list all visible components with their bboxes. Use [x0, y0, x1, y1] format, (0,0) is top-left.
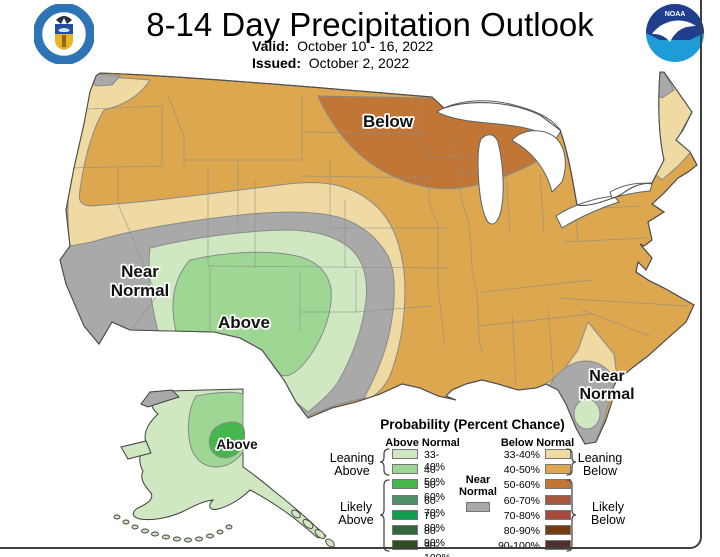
map-label-below: Below — [363, 112, 414, 131]
legend-header-below-normal: Below Normal — [500, 437, 575, 449]
legend-swatch-below-70-80 — [545, 510, 571, 520]
legend-group-leaning-below: Leaning Below — [572, 452, 628, 478]
issued-line: Issued: October 2, 2022 — [252, 55, 433, 72]
lake-erie — [555, 195, 620, 229]
noaa-logo-text: NOAA — [665, 11, 686, 18]
doc-seal-column — [62, 35, 66, 47]
issued-value: October 2, 2022 — [308, 55, 410, 71]
legend-range-label: 90-100% — [424, 540, 451, 557]
legend-braces — [379, 448, 577, 552]
brace-leaning-below — [566, 448, 577, 476]
region-alaska-near-normal-tip — [140, 389, 180, 408]
legend-near-normal-line2: Normal — [459, 486, 497, 498]
lake-michigan — [477, 134, 504, 225]
conus-outline — [59, 71, 698, 445]
legend-range-label: 40-50% — [424, 464, 446, 488]
map-label-near-normal-florida-line1: Near — [589, 368, 625, 385]
legend-group-line: Below — [590, 513, 626, 527]
lake-huron — [511, 130, 566, 193]
legend-range-label: 33-40% — [424, 449, 446, 473]
legend-group-line: Leaning — [329, 451, 375, 465]
noaa-bird-icon — [652, 20, 696, 42]
legend-group-likely-above: Likely Above — [328, 501, 384, 527]
legend-group-likely-below: Likely Below — [580, 501, 636, 527]
legend-swatch-above-60-70 — [392, 495, 418, 505]
region-above-33-40-florida — [573, 398, 601, 430]
brace-leaning-above — [379, 448, 390, 476]
map-label-above-southwest: Above — [218, 313, 270, 332]
legend-swatch-above-90-100 — [392, 540, 418, 550]
valid-line: Valid: October 10 - 16, 2022 — [252, 38, 433, 55]
legend-group-leaning-above: Leaning Above — [324, 452, 380, 478]
aleutian-islands — [113, 514, 233, 543]
map-label-near-normal-west-line2: Normal — [111, 281, 170, 300]
legend-range-label: 40-50% — [503, 464, 540, 476]
legend-header-above-normal: Above Normal — [385, 437, 460, 449]
legend-range-label: 33-40% — [503, 449, 540, 461]
legend-group-line: Above — [338, 513, 374, 527]
legend-range-label: 80-90% — [503, 525, 540, 537]
noaa-logo: NOAA — [646, 4, 704, 62]
legend-swatch-above-50-60 — [392, 479, 418, 489]
legend-swatch-below-33-40 — [545, 449, 571, 459]
legend-range-label: 70-80% — [424, 510, 446, 534]
legend-swatch-above-80-90 — [392, 525, 418, 535]
valid-value: October 10 - 16, 2022 — [297, 38, 434, 54]
legend-group-line: Leaning — [577, 451, 623, 465]
legend-range-label: 90-100% — [497, 540, 540, 552]
valid-label: Valid: — [252, 38, 290, 54]
page-title: 8-14 Day Precipitation Outlook — [146, 6, 594, 43]
legend-group-line: Likely — [340, 500, 372, 514]
legend-near-normal-line1: Near — [465, 474, 491, 486]
map-label-near-normal-west-line1: Near — [121, 262, 159, 281]
legend-range-label: 70-80% — [503, 510, 540, 522]
legend-range-label: 60-70% — [424, 495, 446, 519]
region-alaska-above-50-60 — [208, 421, 246, 459]
alaska-seward-peninsula — [120, 440, 152, 460]
issued-label: Issued: — [252, 55, 302, 71]
map-label-near-normal-florida-line2: Normal — [579, 386, 634, 403]
conus-regions — [60, 72, 693, 444]
legend-group-line: Likely — [592, 500, 624, 514]
region-above-40-50-southwest — [172, 251, 332, 377]
alaska — [113, 388, 335, 548]
brace-likely-above — [379, 479, 390, 552]
legend-swatch-below-60-70 — [545, 495, 571, 505]
map-label-above-alaska: Above — [216, 437, 258, 452]
legend-range-label: 80-90% — [424, 525, 446, 549]
legend: Probability (Percent Chance) Above Norma… — [330, 414, 712, 557]
legend-swatch-below-40-50 — [545, 464, 571, 474]
map-text-labels: Below Near Normal Above Above Near Norma… — [109, 110, 636, 454]
legend-near-normal-label: Near Normal — [438, 474, 518, 498]
legend-swatch-above-70-80 — [392, 510, 418, 520]
valid-issued-block: Valid: October 10 - 16, 2022 Issued: Oct… — [252, 38, 433, 72]
alaska-panhandle-islands — [291, 509, 335, 548]
legend-swatch-near-normal — [466, 502, 490, 512]
legend-swatch-above-40-50 — [392, 464, 418, 474]
legend-group-line: Above — [334, 464, 370, 478]
legend-range-label: 60-70% — [503, 495, 540, 507]
state-boundaries — [65, 95, 689, 387]
legend-swatch-below-50-60 — [545, 479, 571, 489]
doc-seal-eagle — [56, 16, 72, 24]
legend-swatch-above-33-40 — [392, 449, 418, 459]
legend-range-label: 50-60% — [503, 479, 540, 491]
doc-seal-ship — [58, 28, 70, 32]
legend-swatch-below-90-100 — [545, 540, 571, 550]
legend-group-line: Below — [582, 464, 618, 478]
legend-swatch-below-80-90 — [545, 525, 571, 535]
doc-seal — [34, 4, 94, 64]
legend-title: Probability (Percent Chance) — [380, 417, 565, 432]
brace-likely-below — [566, 479, 577, 552]
legend-range-label: 50-60% — [424, 479, 446, 503]
